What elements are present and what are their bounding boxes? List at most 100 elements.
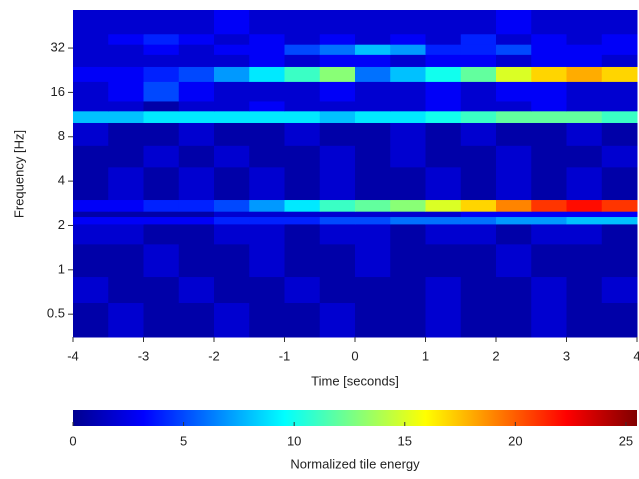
heatmap-cell — [214, 223, 250, 245]
colorbar-label: Normalized tile energy — [290, 456, 420, 471]
x-tick-label: -1 — [279, 348, 291, 363]
heatmap-cell — [108, 81, 144, 102]
heatmap-cell — [319, 81, 356, 102]
heatmap-cell — [249, 81, 285, 102]
heatmap-cell — [601, 66, 638, 82]
heatmap-cell — [143, 110, 180, 123]
heatmap-cell — [355, 54, 391, 67]
heatmap-cell — [425, 199, 462, 212]
heatmap-cell — [178, 81, 215, 102]
heatmap-cell — [566, 145, 603, 168]
heatmap-cell — [214, 33, 250, 45]
heatmap-cell — [425, 166, 462, 201]
heatmap-cell — [531, 122, 567, 146]
heatmap-cell — [390, 223, 426, 245]
heatmap-cell — [284, 122, 321, 146]
heatmap-cell — [460, 216, 497, 225]
y-tick-label: 8 — [58, 128, 65, 143]
heatmap-cell — [601, 100, 638, 112]
heatmap-cell — [249, 276, 285, 304]
heatmap-cell — [108, 44, 144, 55]
heatmap-cell — [531, 54, 567, 67]
heatmap-cell — [425, 81, 462, 102]
heatmap-cell — [73, 81, 109, 102]
heatmap-cell — [284, 276, 321, 304]
heatmap-cell — [390, 54, 426, 67]
heatmap-cell — [566, 33, 603, 45]
heatmap-cell — [319, 302, 356, 338]
heatmap-cell — [460, 54, 497, 67]
heatmap-cell — [531, 223, 567, 245]
heatmap-cell — [284, 44, 321, 55]
heatmap-cell — [178, 122, 215, 146]
heatmap-cell — [108, 302, 144, 338]
heatmap-cell — [496, 33, 532, 45]
heatmap-cell — [284, 199, 321, 212]
heatmap-cell — [390, 211, 426, 218]
heatmap-cell — [531, 216, 567, 225]
heatmap-cell — [355, 145, 391, 168]
heatmap-cell — [319, 243, 356, 278]
heatmap-cell — [601, 10, 638, 35]
heatmap-cell — [460, 276, 497, 304]
heatmap-cell — [214, 122, 250, 146]
heatmap-cell — [214, 54, 250, 67]
heatmap-cell — [390, 110, 426, 123]
heatmap-cell — [143, 145, 180, 168]
heatmap-cell — [73, 199, 109, 212]
heatmap-cell — [249, 243, 285, 278]
heatmap-cell — [214, 66, 250, 82]
heatmap-cell — [249, 199, 285, 212]
colorbar-tick-label: 20 — [508, 433, 522, 448]
x-tick-label: -3 — [138, 348, 150, 363]
heatmap-cell — [214, 166, 250, 201]
heatmap-cell — [284, 54, 321, 67]
heatmap-cell — [143, 211, 180, 218]
heatmap-cell — [531, 81, 567, 102]
heatmap-cell — [284, 223, 321, 245]
heatmap-cell — [108, 243, 144, 278]
heatmap-cell — [319, 54, 356, 67]
heatmap-cell — [143, 54, 180, 67]
heatmap-cell — [601, 302, 638, 338]
heatmap-cell — [425, 302, 462, 338]
heatmap-cell — [178, 54, 215, 67]
heatmap-cell — [284, 100, 321, 112]
heatmap-cell — [319, 66, 356, 82]
heatmap-cell — [390, 216, 426, 225]
heatmap-cell — [460, 223, 497, 245]
heatmap-cell — [531, 276, 567, 304]
heatmap-cell — [319, 145, 356, 168]
heatmap-cell — [355, 223, 391, 245]
heatmap-cell — [460, 302, 497, 338]
heatmap-cell — [601, 276, 638, 304]
heatmap-cell — [73, 100, 109, 112]
heatmap-cell — [319, 199, 356, 212]
heatmap-cell — [566, 216, 603, 225]
heatmap-cell — [284, 33, 321, 45]
heatmap-cell — [249, 10, 285, 35]
y-tick-label: 2 — [58, 217, 65, 232]
heatmap-cell — [355, 216, 391, 225]
x-tick-label: 3 — [563, 348, 570, 363]
heatmap-cell — [108, 66, 144, 82]
heatmap-cell — [601, 243, 638, 278]
heatmap-cell — [566, 276, 603, 304]
heatmap-cell — [425, 145, 462, 168]
heatmap-cell — [601, 44, 638, 55]
heatmap-cell — [531, 66, 567, 82]
heatmap-cell — [73, 33, 109, 45]
heatmap-cell — [178, 302, 215, 338]
heatmap-cell — [601, 145, 638, 168]
heatmap-cell — [496, 145, 532, 168]
heatmap-cell — [214, 199, 250, 212]
heatmap-cell — [425, 216, 462, 225]
heatmap-cell — [319, 211, 356, 218]
heatmap-cell — [214, 110, 250, 123]
heatmap-cell — [496, 122, 532, 146]
heatmap-cell — [601, 54, 638, 67]
heatmap-cell — [566, 166, 603, 201]
heatmap-cell — [108, 199, 144, 212]
heatmap-cell — [496, 302, 532, 338]
heatmap-cell — [531, 10, 567, 35]
